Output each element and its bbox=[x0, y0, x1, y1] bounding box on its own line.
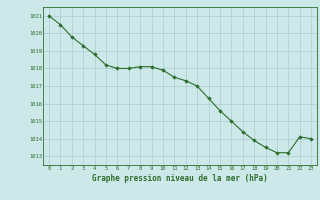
X-axis label: Graphe pression niveau de la mer (hPa): Graphe pression niveau de la mer (hPa) bbox=[92, 174, 268, 183]
